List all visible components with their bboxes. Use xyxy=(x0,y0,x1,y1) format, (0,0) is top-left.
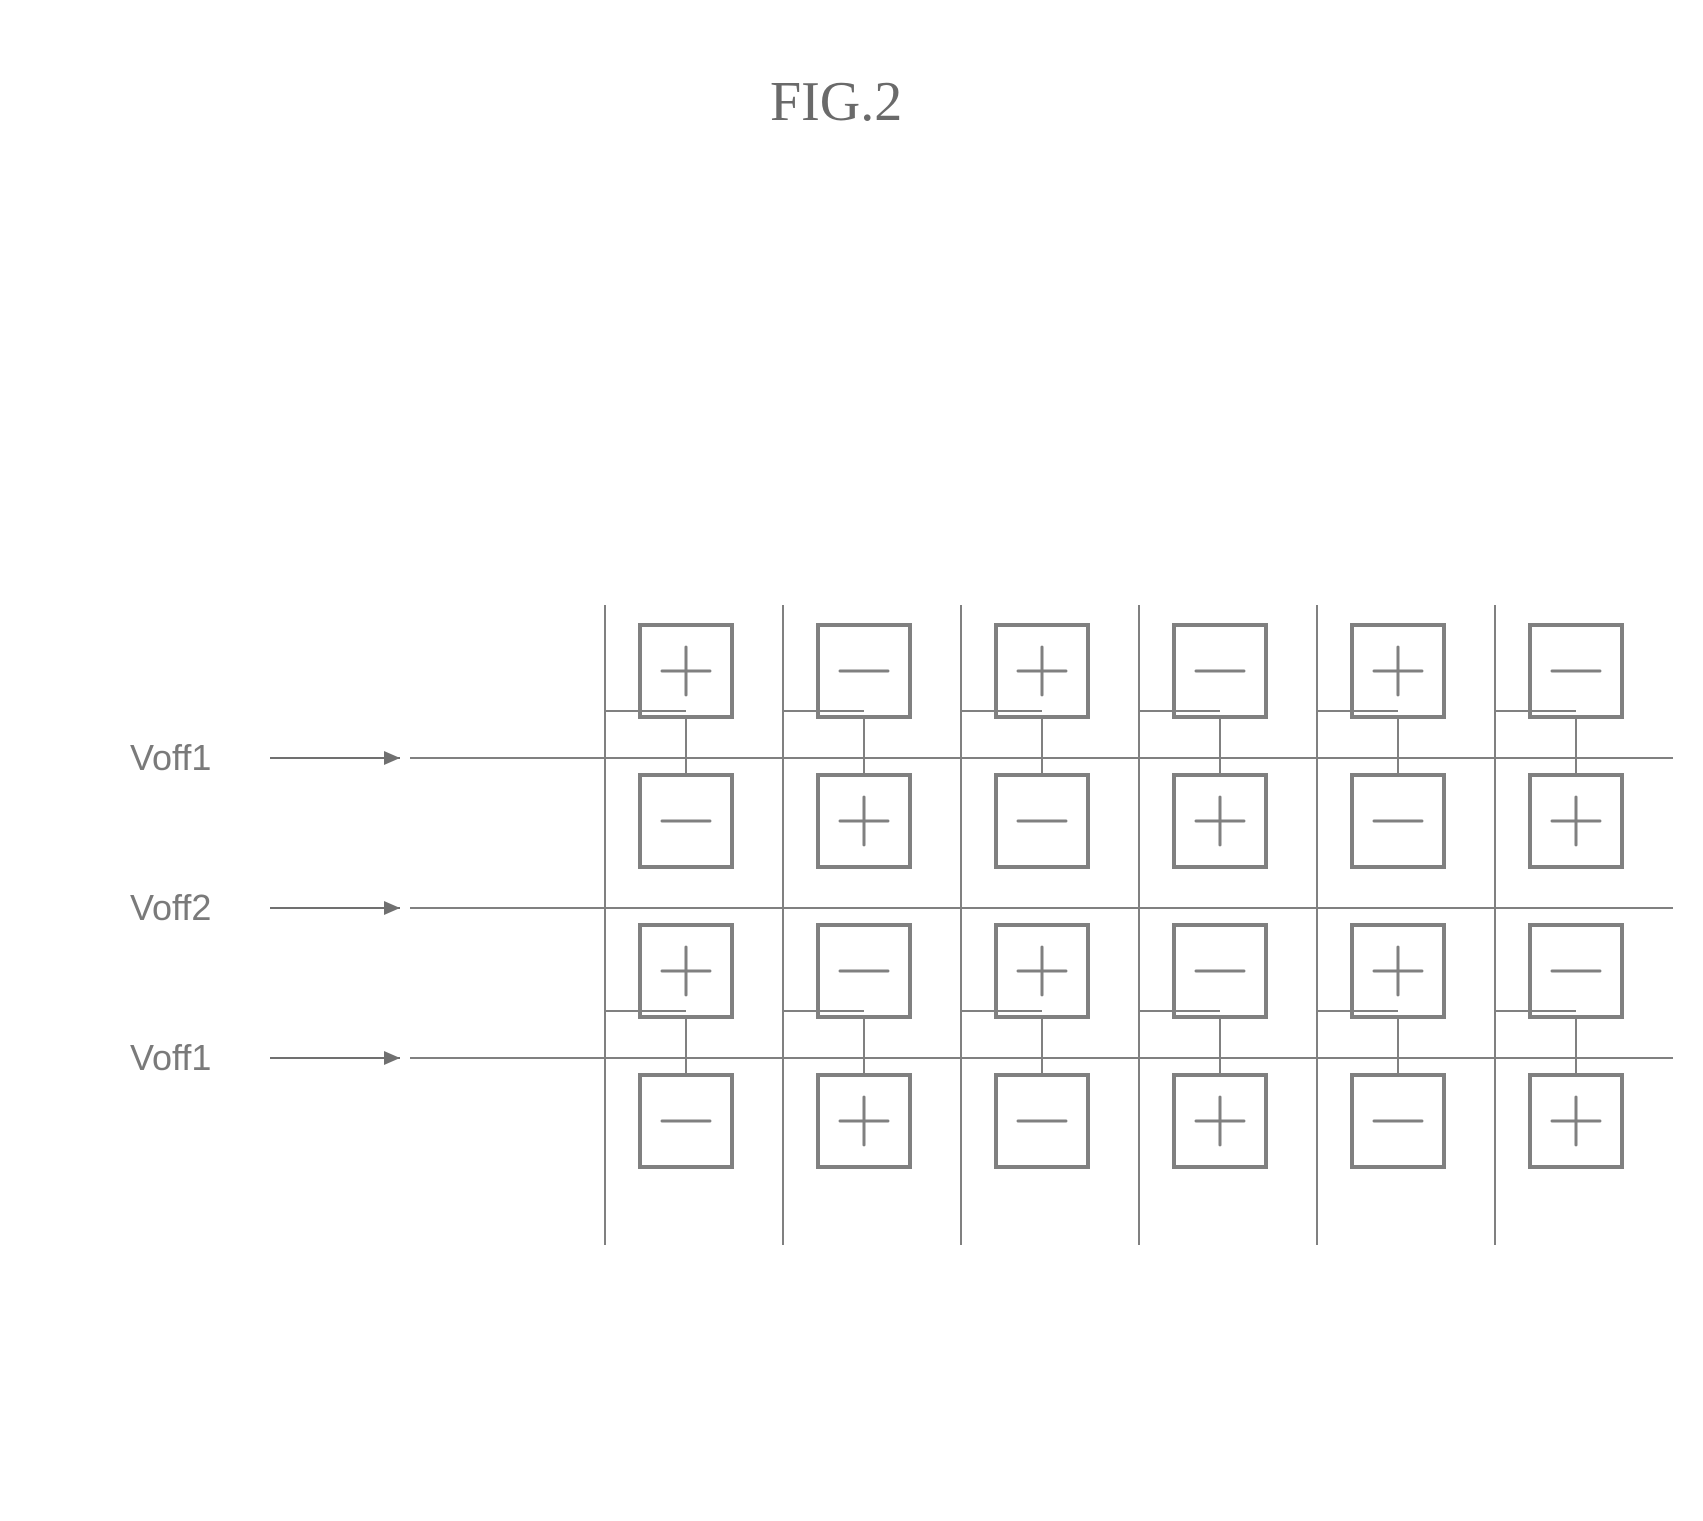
pixel-cell xyxy=(783,625,910,758)
arrow-right-icon xyxy=(384,751,400,765)
pixel-cell xyxy=(1317,758,1444,867)
pixel-cell xyxy=(1317,1058,1444,1167)
row-label-group: Voff2 xyxy=(130,887,400,928)
pixel-cell xyxy=(961,1058,1088,1167)
pixel-cell xyxy=(783,925,910,1058)
row-label: Voff1 xyxy=(130,1037,211,1078)
figure-title: FIG.2 xyxy=(770,71,902,133)
pixel-cell xyxy=(783,1058,910,1167)
pixel-cell xyxy=(1317,625,1444,758)
arrow-right-icon xyxy=(384,901,400,915)
pixel-cell xyxy=(1495,925,1622,1058)
pixel-cell xyxy=(961,758,1088,867)
pixel-cell xyxy=(1495,625,1622,758)
pixel-cell xyxy=(1317,925,1444,1058)
arrow-right-icon xyxy=(384,1051,400,1065)
pixel-cell xyxy=(1495,1058,1622,1167)
figure-canvas: FIG.2 Voff1 Voff2 Voff1 xyxy=(0,0,1703,1521)
pixel-cell xyxy=(1139,925,1266,1058)
row-label: Voff1 xyxy=(130,737,211,778)
pixel-cell xyxy=(605,758,732,867)
pixel-cell xyxy=(605,925,732,1058)
pixel-cell xyxy=(961,925,1088,1058)
pixel-cell xyxy=(605,1058,732,1167)
pixel-cell xyxy=(1139,758,1266,867)
pixel-cell xyxy=(961,625,1088,758)
pixel-cell xyxy=(783,758,910,867)
pixel-cell xyxy=(605,625,732,758)
row-labels: Voff1 Voff2 Voff1 xyxy=(130,737,400,1078)
pixel-cell xyxy=(1495,758,1622,867)
row-label-group: Voff1 xyxy=(130,737,400,778)
pixel-cell xyxy=(1139,1058,1266,1167)
row-label: Voff2 xyxy=(130,887,211,928)
pixel-cell xyxy=(1139,625,1266,758)
row-label-group: Voff1 xyxy=(130,1037,400,1078)
pixel-cells xyxy=(605,625,1622,1167)
